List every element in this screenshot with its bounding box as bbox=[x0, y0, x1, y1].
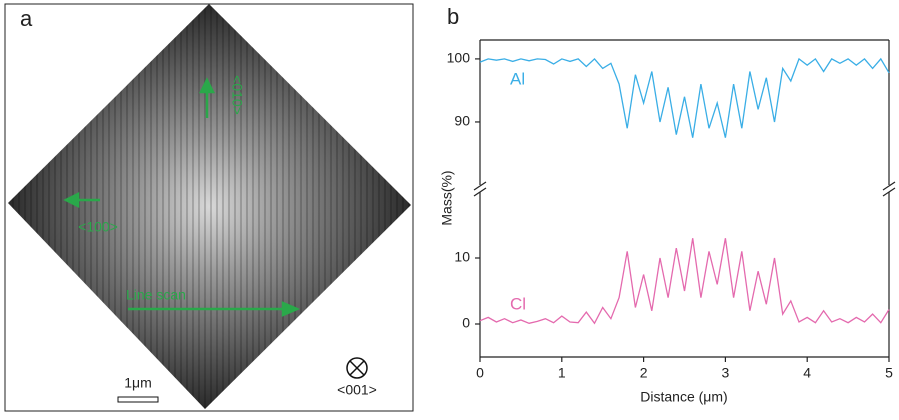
y-tick-label: 90 bbox=[454, 113, 470, 129]
series-label: Al bbox=[510, 69, 525, 88]
panel-label: b bbox=[447, 4, 459, 29]
x-tick-label: 1 bbox=[558, 365, 566, 381]
y-axis-label: Mass(%) bbox=[439, 170, 455, 225]
direction-label: <010> bbox=[229, 75, 245, 115]
scan-label: Line scan bbox=[126, 287, 186, 303]
annotation-arrows bbox=[63, 77, 301, 317]
series-label: Cl bbox=[510, 294, 526, 313]
x-tick-label: 3 bbox=[722, 365, 730, 381]
y-tick-label: 100 bbox=[447, 50, 471, 66]
x-axis-label: Distance (μm) bbox=[640, 389, 727, 405]
axis-break bbox=[882, 187, 896, 197]
axis-break bbox=[882, 181, 896, 191]
y-tick-label: 10 bbox=[454, 249, 470, 265]
scale-bar-label: 1μm bbox=[124, 375, 152, 391]
axis-break bbox=[473, 187, 487, 197]
x-tick-label: 0 bbox=[476, 365, 484, 381]
data-line bbox=[479, 57, 890, 138]
y-tick-label: 0 bbox=[462, 315, 470, 331]
x-tick-label: 4 bbox=[803, 365, 811, 381]
view-symbol bbox=[346, 357, 368, 379]
scale-bar bbox=[117, 396, 159, 403]
data-line bbox=[479, 238, 890, 325]
x-tick-label: 2 bbox=[640, 365, 648, 381]
direction-label: <100> bbox=[78, 219, 118, 235]
view-axis-label: <001> bbox=[337, 382, 377, 398]
axis-break bbox=[473, 181, 487, 191]
panel-label: a bbox=[20, 6, 33, 31]
x-tick-label: 5 bbox=[885, 365, 893, 381]
micrograph-texture bbox=[8, 4, 411, 409]
